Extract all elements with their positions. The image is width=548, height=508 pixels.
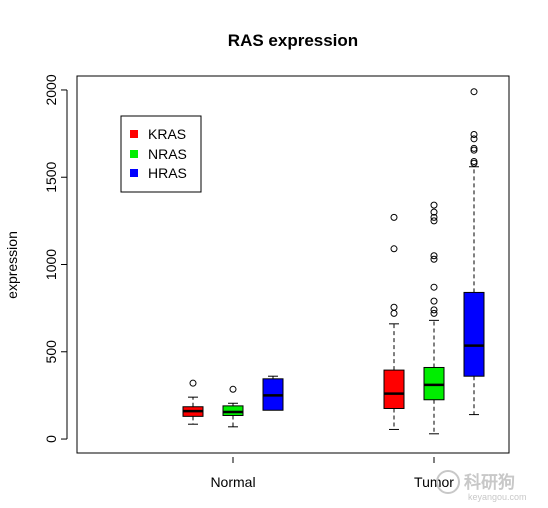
legend-swatch-nras <box>130 150 138 158</box>
plot-border <box>76 75 510 454</box>
outlier-point <box>470 144 478 152</box>
legend-swatch-hras <box>130 169 138 177</box>
outlier-point <box>430 306 438 314</box>
chart-title: RAS expression <box>228 31 358 50</box>
outlier-point <box>430 217 438 225</box>
x-tick-label: Tumor <box>414 474 454 490</box>
y-axis: 0 500 1000 1500 2000 <box>43 74 68 443</box>
box-tumor-hras <box>463 88 485 416</box>
watermark-logo-icon <box>436 470 460 494</box>
box-normal-nras <box>222 385 244 428</box>
box-tumor-nras <box>423 201 445 435</box>
box-body <box>423 366 445 401</box>
y-tick-label: 500 <box>43 340 59 364</box>
watermark-subtext: keyangou.com <box>468 492 527 502</box>
legend-label-hras: HRAS <box>148 165 187 181</box>
box-normal-kras <box>182 379 204 425</box>
y-tick-label: 2000 <box>43 74 59 105</box>
watermark: 科研狗 keyangou.com <box>436 470 527 502</box>
outlier-point <box>430 283 438 291</box>
y-tick-label: 1000 <box>43 249 59 280</box>
outlier-point <box>470 135 478 143</box>
x-tick-label: Normal <box>210 474 255 490</box>
outlier-point <box>430 201 438 209</box>
outlier-point <box>430 208 438 216</box>
legend: KRAS NRAS HRAS <box>120 115 202 193</box>
outlier-point <box>430 252 438 260</box>
outlier-point <box>470 130 478 138</box>
y-tick-label: 1500 <box>43 161 59 192</box>
outlier-point <box>390 245 398 253</box>
outlier-point <box>390 309 398 317</box>
x-axis: Normal Tumor <box>210 457 454 490</box>
y-tick-label: 0 <box>43 435 59 443</box>
outlier-point <box>470 158 478 166</box>
box-body <box>383 369 405 409</box>
box-series <box>182 88 485 435</box>
outlier-point <box>430 309 438 317</box>
outlier-point <box>229 385 237 393</box>
legend-label-kras: KRAS <box>148 126 186 142</box>
watermark-text: 科研狗 <box>464 472 515 492</box>
outlier-point <box>390 213 398 221</box>
outlier-point <box>430 255 438 263</box>
legend-swatch-kras <box>130 130 138 138</box>
legend-label-nras: NRAS <box>148 146 187 162</box>
outlier-point <box>390 303 398 311</box>
box-body <box>463 291 485 377</box>
box-tumor-kras <box>383 213 405 430</box>
box-body <box>222 405 244 416</box>
outlier-point <box>430 213 438 221</box>
outlier-point <box>189 379 197 387</box>
box-normal-hras <box>262 375 284 411</box>
y-axis-label: expression <box>4 231 20 299</box>
outlier-point <box>470 88 478 96</box>
outlier-point <box>430 297 438 305</box>
